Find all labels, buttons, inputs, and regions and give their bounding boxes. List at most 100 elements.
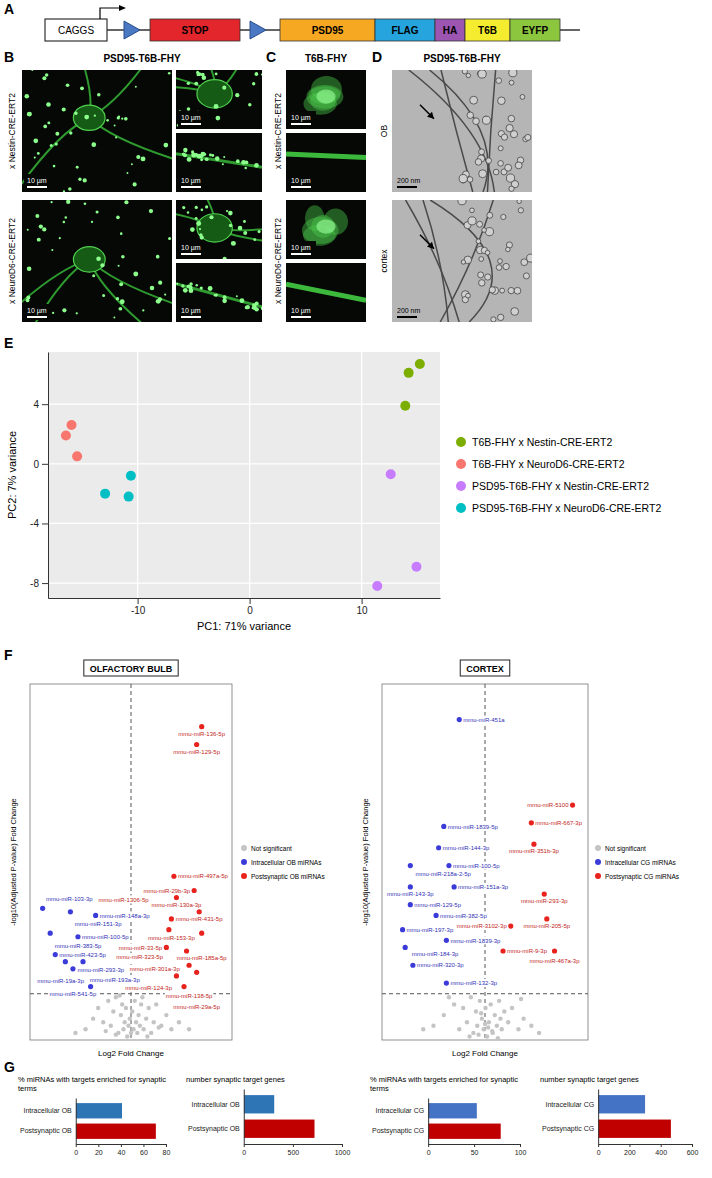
grid-line bbox=[249, 352, 250, 598]
micrograph-vesicle bbox=[509, 186, 514, 191]
scale-bar-label: 10 µm bbox=[27, 307, 47, 315]
micrograph-punctum bbox=[208, 286, 213, 291]
micrograph-punctum bbox=[83, 178, 87, 182]
data-point bbox=[510, 1006, 514, 1010]
data-point bbox=[452, 884, 457, 889]
promoter-label: CAGGS bbox=[58, 25, 94, 36]
tick-label: 60 bbox=[140, 1149, 148, 1156]
micrograph-vesicle bbox=[500, 288, 505, 293]
scale-bar bbox=[181, 186, 201, 188]
axis-line bbox=[76, 1099, 77, 1145]
micrograph-punctum bbox=[255, 301, 259, 305]
legend-label: T6B-FHY x Nestin-CRE-ERT2 bbox=[472, 436, 612, 448]
micrograph-ground bbox=[286, 133, 366, 192]
legend-marker bbox=[595, 859, 601, 865]
data-point bbox=[483, 1006, 487, 1010]
y-axis: Intracellular CG Postsynaptic CG bbox=[542, 1090, 599, 1145]
micrograph-vesicle bbox=[485, 228, 493, 236]
micrograph-punctum bbox=[209, 154, 212, 157]
data-point bbox=[61, 430, 71, 440]
micrograph-punctum bbox=[120, 299, 125, 304]
promoter-box bbox=[45, 19, 107, 41]
micrograph-punctum bbox=[236, 159, 240, 163]
micrograph-punctum bbox=[37, 238, 41, 242]
data-point bbox=[131, 1027, 135, 1031]
micrograph-punctum bbox=[199, 228, 201, 230]
micrograph-arrow bbox=[420, 105, 434, 119]
data-point bbox=[544, 916, 549, 921]
data-point bbox=[411, 562, 421, 572]
label-patch bbox=[89, 976, 141, 984]
point-label: mmu-miR-351b-3p bbox=[509, 848, 560, 854]
label-patch bbox=[529, 957, 581, 965]
scale-bar-label: 10 µm bbox=[181, 177, 201, 185]
chart-title: number synaptic target genes bbox=[186, 1075, 285, 1084]
y-axis: Intracellular OBPostsynaptic OB bbox=[20, 1099, 76, 1145]
micrograph-punctum bbox=[197, 154, 202, 159]
micrograph-content bbox=[22, 70, 172, 192]
tick-label: 40 bbox=[117, 1149, 125, 1156]
micrograph-punctum bbox=[62, 308, 66, 312]
point-label: mmu-miR-205-5p bbox=[523, 923, 570, 929]
tick-label: Postsynaptic OB bbox=[188, 1125, 240, 1133]
micrograph-vesicle bbox=[497, 314, 503, 320]
point-label: mmu-miR-124-3p bbox=[125, 985, 172, 991]
tick: 500 bbox=[288, 1144, 300, 1156]
bar bbox=[244, 1095, 274, 1113]
plot-area bbox=[244, 1095, 315, 1138]
micrograph-vesicle bbox=[496, 78, 502, 84]
label-patch bbox=[36, 976, 85, 984]
data-point bbox=[53, 952, 58, 957]
panel-letter: B bbox=[4, 49, 14, 65]
tick-label: Intracellular CG bbox=[546, 1101, 595, 1108]
construct-label: HA bbox=[443, 25, 457, 36]
tick: Postsynaptic CG bbox=[372, 1127, 424, 1135]
micrograph-punctum bbox=[258, 230, 261, 233]
micrograph-vesicle bbox=[486, 158, 492, 164]
axis-title: Log2 Fold Change bbox=[452, 1049, 518, 1058]
panel-letter: G bbox=[4, 1059, 15, 1075]
scale-bar-label: 10 µm bbox=[27, 177, 47, 185]
tick: Postsynaptic CG bbox=[542, 1125, 594, 1133]
micrograph-vesicle bbox=[523, 273, 529, 279]
scale-bar-label: 10 µm bbox=[291, 114, 311, 122]
data-point bbox=[199, 931, 204, 936]
tick: Intracellular OB bbox=[192, 1101, 241, 1108]
micrograph: 10 µm bbox=[176, 133, 262, 192]
data-point bbox=[431, 1024, 435, 1028]
tick-label: 4 bbox=[33, 399, 39, 410]
data-point bbox=[154, 1002, 158, 1006]
scale-bar-label: 10 µm bbox=[291, 177, 311, 185]
micrograph-vesicle bbox=[482, 228, 487, 233]
micrograph-punctum bbox=[92, 274, 95, 277]
micrograph-punctum bbox=[243, 231, 247, 235]
micrograph-dendrite bbox=[286, 284, 366, 300]
scale-bar-patch bbox=[288, 241, 316, 257]
data-point bbox=[73, 1031, 77, 1035]
label-patch bbox=[439, 911, 488, 919]
data-point bbox=[446, 863, 451, 868]
data-point bbox=[106, 999, 110, 1003]
data-point bbox=[490, 1029, 494, 1033]
construct-label: STOP bbox=[181, 25, 208, 36]
micrograph-punctum bbox=[39, 224, 43, 228]
micrograph-punctum bbox=[133, 182, 137, 186]
data-point bbox=[121, 1027, 125, 1031]
data-point bbox=[152, 1020, 156, 1024]
micrograph-vesicle bbox=[475, 159, 482, 166]
point-label: mmu-miR-423-5p bbox=[59, 952, 106, 958]
data-point bbox=[199, 724, 204, 729]
data-point bbox=[516, 1027, 520, 1031]
axis-line bbox=[244, 1090, 245, 1145]
bar bbox=[598, 1120, 671, 1138]
plot-frame bbox=[382, 684, 588, 1040]
micrograph-punctum bbox=[200, 158, 203, 161]
tick-label: 100 bbox=[515, 1149, 527, 1156]
micrograph-vesicle bbox=[478, 272, 484, 278]
micrograph-punctum bbox=[252, 307, 254, 309]
plot-area bbox=[61, 359, 425, 591]
scale-bar bbox=[291, 253, 311, 255]
grid-line bbox=[48, 463, 440, 464]
tick: 4 bbox=[33, 399, 48, 410]
micrograph-ground bbox=[392, 70, 532, 192]
